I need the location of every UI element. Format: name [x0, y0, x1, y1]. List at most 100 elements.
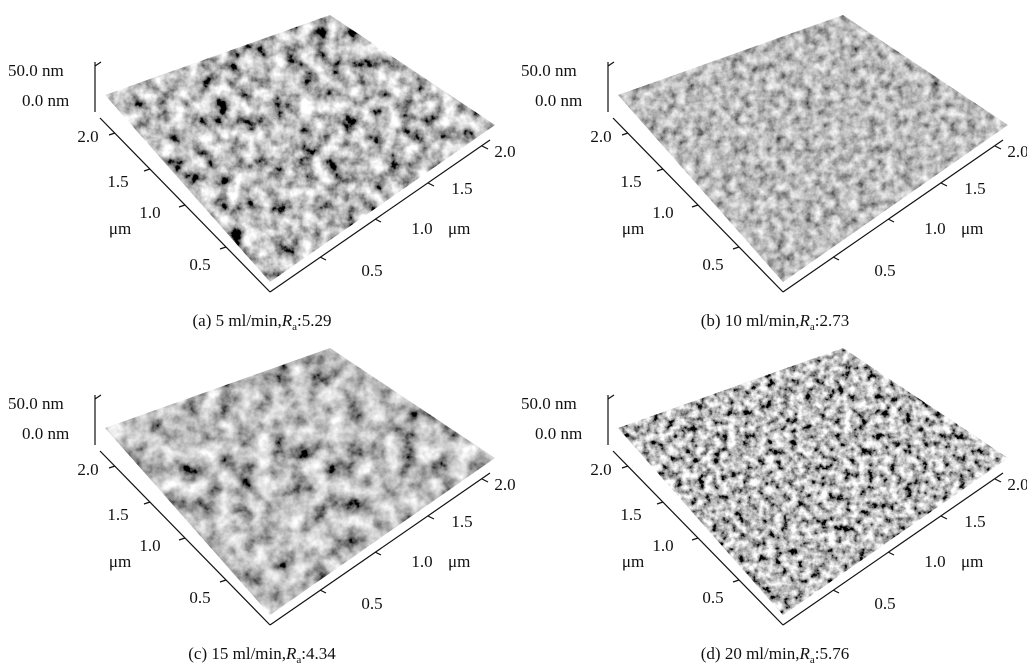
z-tick-label: 50.0 nm — [521, 394, 577, 413]
y-axis-tick — [220, 580, 226, 582]
z-tick-label: 0.0 nm — [535, 424, 582, 443]
caption-value: :5.76 — [815, 644, 849, 663]
y-axis-tick — [109, 133, 115, 135]
caption-label: (d) 20 ml/min, — [701, 644, 800, 663]
caption-symbol: R — [285, 644, 297, 663]
y-tick-label: 1.5 — [620, 505, 641, 524]
x-axis-tick — [995, 146, 1001, 149]
caption: (a) 5 ml/min,Ra:5.29 — [193, 311, 332, 333]
y-tick-label: 1.0 — [139, 536, 160, 555]
y-tick-label: 2.0 — [77, 460, 98, 479]
z-tick-label: 0.0 nm — [535, 91, 582, 110]
z-tick-label: 50.0 nm — [8, 61, 64, 80]
z-axis-tick — [608, 62, 614, 66]
y-axis-unit: μm — [622, 552, 644, 571]
x-axis-tick — [941, 516, 947, 519]
x-tick-label: 1.5 — [451, 512, 472, 531]
y-tick-label: 2.0 — [590, 127, 611, 146]
x-axis-tick — [482, 479, 488, 482]
y-tick-label: 1.5 — [107, 505, 128, 524]
x-axis-unit: μm — [448, 552, 470, 571]
x-axis-tick — [320, 257, 326, 260]
x-tick-label: 0.5 — [361, 261, 382, 280]
afm-panel: 50.0 nm0.0 nm2.01.51.00.5μm0.51.01.52.0μ… — [8, 10, 516, 333]
y-axis-tick — [622, 133, 628, 135]
x-tick-label: 1.5 — [964, 179, 985, 198]
x-tick-label: 1.0 — [411, 552, 432, 571]
y-axis-tick — [733, 580, 739, 582]
surface — [613, 10, 1013, 290]
y-tick-label: 0.5 — [189, 588, 210, 607]
y-tick-label: 0.5 — [702, 255, 723, 274]
afm-panel: 50.0 nm0.0 nm2.01.51.00.5μm0.51.01.52.0μ… — [8, 343, 516, 666]
y-axis-tick — [733, 247, 739, 249]
x-axis-tick — [941, 183, 947, 186]
y-tick-label: 1.5 — [107, 172, 128, 191]
y-tick-label: 1.5 — [620, 172, 641, 191]
x-tick-label: 1.0 — [924, 552, 945, 571]
z-axis-tick — [95, 62, 101, 66]
x-tick-label: 1.0 — [924, 219, 945, 238]
x-tick-label: 0.5 — [361, 594, 382, 613]
x-axis-tick — [833, 257, 839, 260]
y-axis-tick — [657, 502, 663, 504]
surface — [100, 343, 500, 623]
x-axis-tick — [833, 590, 839, 593]
x-axis-tick — [428, 183, 434, 186]
caption-label: (c) 15 ml/min, — [188, 644, 286, 663]
z-axis-tick — [608, 395, 614, 399]
afm-panel: 50.0 nm0.0 nm2.01.51.00.5μm0.51.01.52.0μ… — [521, 343, 1027, 666]
caption: (c) 15 ml/min,Ra:4.34 — [188, 644, 336, 666]
x-tick-label: 0.5 — [874, 594, 895, 613]
x-axis-tick — [482, 146, 488, 149]
y-axis-tick — [220, 247, 226, 249]
y-axis-unit: μm — [622, 219, 644, 238]
caption: (d) 20 ml/min,Ra:5.76 — [701, 644, 849, 666]
caption: (b) 10 ml/min,Ra:2.73 — [701, 311, 849, 333]
x-tick-label: 2.0 — [494, 475, 515, 494]
z-tick-label: 50.0 nm — [521, 61, 577, 80]
afm-panel: 50.0 nm 0.0 nm 2.0 1.5 1.0 0.5 μm 0.5 1.0 1.5 2.0 μ… — [521, 10, 1027, 333]
x-axis-tick — [375, 552, 381, 555]
z-tick-label: 0.0 nm — [22, 91, 69, 110]
y-tick-label: 1.0 — [139, 203, 160, 222]
z-tick-label: 50.0 nm — [8, 394, 64, 413]
caption-label: (b) 10 ml/min, — [701, 311, 800, 330]
y-axis-unit: μm — [109, 219, 131, 238]
x-tick-label: 1.0 — [411, 219, 432, 238]
y-axis-tick — [144, 502, 150, 504]
y-tick-label: 1.0 — [652, 203, 673, 222]
z-tick-label: 0.0 nm — [22, 424, 69, 443]
x-axis-tick — [320, 590, 326, 593]
caption-label: (a) 5 ml/min, — [193, 311, 282, 330]
x-axis-tick — [888, 552, 894, 555]
y-axis-tick — [622, 466, 628, 468]
x-axis-tick — [995, 479, 1001, 482]
x-axis-tick — [375, 219, 381, 222]
caption-value: :2.73 — [815, 311, 849, 330]
x-axis-unit: μm — [961, 552, 983, 571]
surface — [613, 343, 1013, 623]
y-tick-label: 0.5 — [189, 255, 210, 274]
y-axis-tick — [179, 538, 185, 540]
caption-symbol: R — [798, 311, 810, 330]
x-tick-label: 1.5 — [451, 179, 472, 198]
x-tick-label: 2.0 — [1007, 142, 1027, 161]
y-tick-label: 1.0 — [652, 536, 673, 555]
y-axis-tick — [109, 466, 115, 468]
x-tick-label: 0.5 — [874, 261, 895, 280]
y-axis-tick — [692, 538, 698, 540]
y-axis-tick — [692, 205, 698, 207]
y-axis-tick — [144, 169, 150, 171]
caption-symbol: R — [798, 644, 810, 663]
x-tick-label: 2.0 — [1007, 475, 1027, 494]
x-tick-label: 2.0 — [494, 142, 515, 161]
z-axis-tick — [95, 395, 101, 399]
caption-symbol: R — [281, 311, 293, 330]
caption-value: :4.34 — [301, 644, 336, 663]
y-axis-tick — [657, 169, 663, 171]
caption-value: :5.29 — [297, 311, 331, 330]
x-axis-unit: μm — [961, 219, 983, 238]
y-tick-label: 0.5 — [702, 588, 723, 607]
x-axis-unit: μm — [448, 219, 470, 238]
